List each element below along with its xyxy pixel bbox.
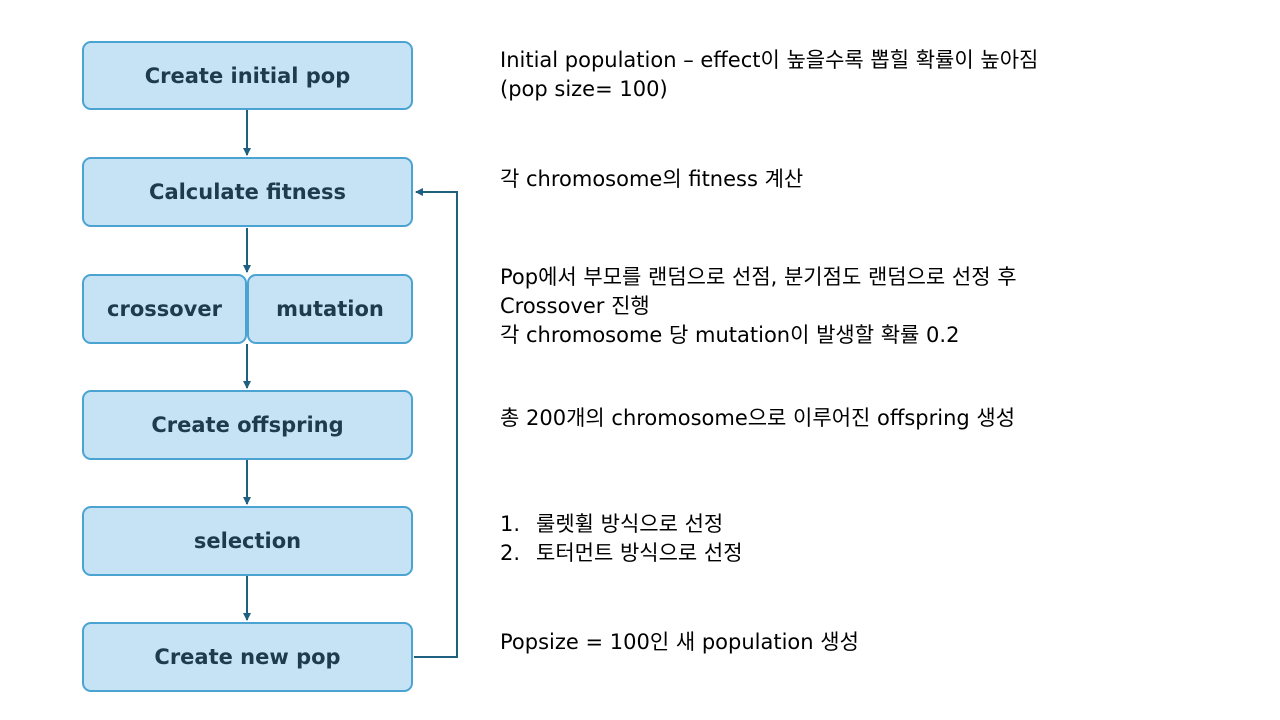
crossover-description-line-2: Crossover 진행 [500, 294, 650, 318]
new-pop-description-line: Popsize = 100인 새 population 생성 [500, 630, 859, 654]
fitness-description-line: 각 chromosome의 fitness 계산 [500, 167, 804, 191]
calculate-fitness-box: Calculate fitness [82, 157, 413, 227]
mutation-description-line: 각 chromosome 당 mutation이 발생할 확률 0.2 [500, 323, 960, 347]
create-new-pop-label: Create new pop [154, 645, 341, 669]
mutation-box: mutation [247, 274, 413, 344]
selection-label: selection [193, 529, 302, 553]
create-offspring-label: Create offspring [151, 413, 344, 437]
offspring-description: 총 200개의 chromosome으로 이루어진 offspring 생성 [500, 404, 1015, 433]
mutation-label: mutation [276, 297, 384, 321]
new-pop-description: Popsize = 100인 새 population 생성 [500, 628, 859, 657]
calculate-fitness-label: Calculate fitness [149, 180, 346, 204]
crossover-label: crossover [107, 297, 222, 321]
selection-method-2: 2. 토터먼트 방식으로 선정 [500, 539, 743, 568]
arrow-loop-newpop-to-fitness [414, 188, 458, 658]
selection-description: 1. 룰렛휠 방식으로 선정 2. 토터먼트 방식으로 선정 [500, 510, 743, 568]
selection-method-2-text: 토터먼트 방식으로 선정 [536, 541, 743, 565]
initial-population-description: Initial population – effect이 높을수록 뽑힐 확률이… [500, 46, 1038, 104]
crossover-box: crossover [82, 274, 247, 344]
create-new-pop-box: Create new pop [82, 622, 413, 692]
initial-description-line-1: Initial population – effect이 높을수록 뽑힐 확률이… [500, 48, 1039, 72]
selection-box: selection [82, 506, 413, 576]
create-initial-pop-box: Create initial pop [82, 41, 413, 110]
crossover-mutation-description: Pop에서 부모를 랜덤으로 선점, 분기점도 랜덤으로 선정 후 Crosso… [500, 263, 1017, 350]
selection-method-2-number: 2. [500, 541, 521, 565]
fitness-description: 각 chromosome의 fitness 계산 [500, 165, 803, 194]
create-offspring-box: Create offspring [82, 390, 413, 460]
selection-method-1: 1. 룰렛휠 방식으로 선정 [500, 510, 743, 539]
selection-method-1-text: 룰렛휠 방식으로 선정 [536, 512, 724, 536]
selection-method-1-number: 1. [500, 512, 521, 536]
offspring-description-line: 총 200개의 chromosome으로 이루어진 offspring 생성 [500, 406, 1016, 430]
crossover-description-line-1: Pop에서 부모를 랜덤으로 선점, 분기점도 랜덤으로 선정 후 [500, 265, 1017, 289]
initial-description-line-2: (pop size= 100) [500, 77, 668, 101]
create-initial-pop-label: Create initial pop [144, 63, 351, 88]
